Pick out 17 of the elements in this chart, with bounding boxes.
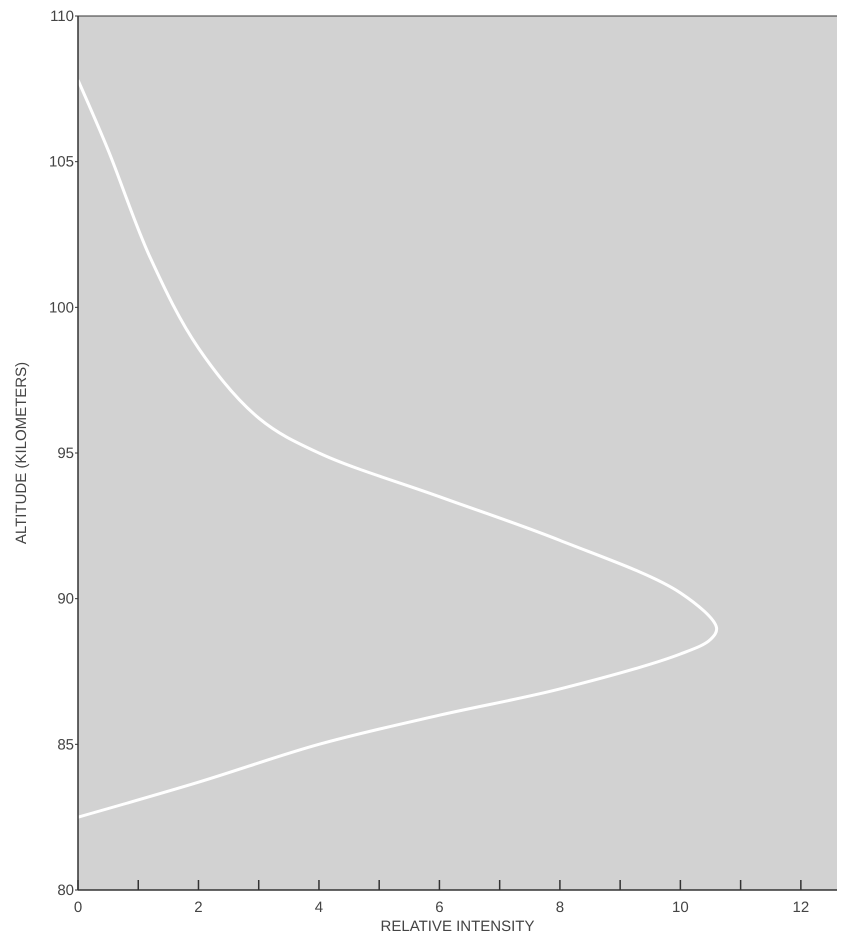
y-tick-label: 105 (48, 154, 74, 171)
x-tick-label: 6 (435, 899, 444, 916)
x-axis-title: RELATIVE INTENSITY (380, 918, 534, 935)
x-tick-label: 0 (74, 899, 82, 916)
y-tick-label: 95 (57, 445, 74, 462)
x-tick-label: 12 (792, 899, 810, 916)
y-tick-label: 80 (57, 882, 74, 899)
line-series (76, 78, 718, 819)
x-tick-label: 10 (672, 899, 689, 916)
y-tick-label: 85 (57, 736, 74, 754)
x-tick-label: 4 (314, 899, 324, 916)
y-tick-label: 110 (50, 8, 74, 25)
y-tick-label: 100 (48, 299, 74, 316)
x-tick-label: 2 (194, 899, 203, 916)
y-axis-title: ALTITUDE (KILOMETERS) (13, 362, 30, 544)
x-tick-label: 8 (556, 899, 564, 916)
y-tick-label: 90 (57, 590, 74, 608)
